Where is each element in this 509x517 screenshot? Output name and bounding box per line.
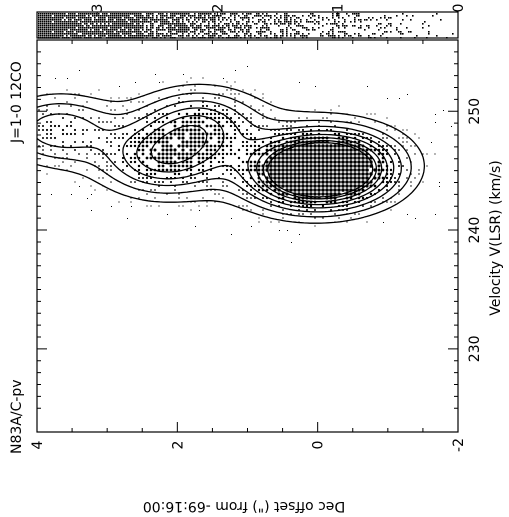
contour-level-6 [150, 124, 383, 203]
colorbar [36, 11, 459, 39]
x-tick-label: 250 [467, 98, 483, 125]
tick-marks [36, 40, 459, 432]
colorbar-tick-label: 1 [331, 4, 347, 13]
colorbar-tick-label: 2 [210, 4, 226, 13]
x-tick-label: 240 [467, 217, 483, 244]
contour-level-2 [36, 92, 412, 218]
x-axis-label: Velocity V(LSR) (km/s) [488, 160, 504, 315]
contour-lines [36, 83, 426, 224]
colorbar-tick-labels: 3 2 1 0 [90, 4, 467, 16]
y-tick-label: 0 [311, 441, 327, 450]
line-tag: J=1-0 12CO [9, 61, 25, 144]
axis-ticks [36, 40, 459, 432]
contour-level-3 [36, 100, 402, 213]
y-tick-label: 2 [170, 441, 186, 450]
contour-level-7 [262, 139, 378, 200]
colorbar-fill [38, 13, 454, 39]
colorbar-tick-marks [96, 12, 459, 16]
y-tick-labels: 4 2 0 -2 [30, 438, 467, 452]
source-tag: N83A/C-pv [9, 379, 25, 454]
y-tick-label: 4 [30, 440, 46, 449]
y-tick-label: -2 [451, 438, 467, 452]
plot-area [36, 39, 459, 433]
x-tick-label: 230 [467, 335, 483, 362]
contour-level-4 [122, 107, 395, 209]
colorbar-tick-label: 3 [90, 4, 106, 13]
contour-level-1 [36, 83, 426, 224]
contour-level-8 [267, 142, 374, 198]
colorbar-frame [36, 11, 459, 39]
x-tick-labels: 230 240 250 [467, 98, 483, 362]
contour-level-5 [136, 114, 389, 206]
colorbar-tick-label: 0 [451, 4, 467, 13]
y-axis-label: Dec offset (") from -69:16:00 [143, 498, 345, 514]
